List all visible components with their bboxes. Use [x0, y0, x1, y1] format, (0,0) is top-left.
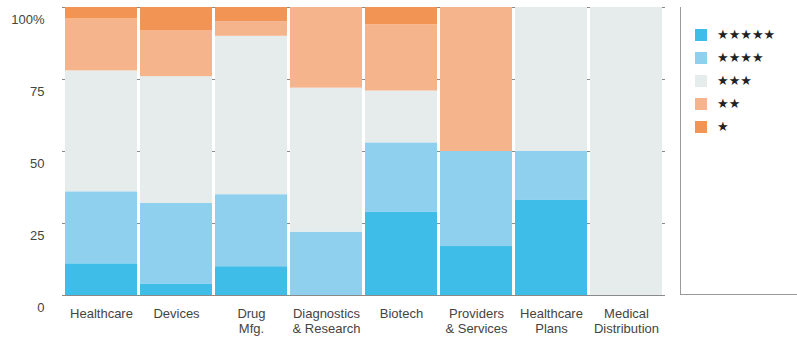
svg-text:25: 25 [30, 228, 44, 243]
svg-text:Providers& Services: Providers& Services [445, 306, 508, 336]
svg-text:100%: 100% [11, 12, 45, 27]
svg-text:Devices: Devices [153, 306, 200, 321]
svg-text:Healthcare: Healthcare [70, 306, 133, 321]
svg-text:DrugMfg.: DrugMfg. [237, 306, 265, 336]
svg-text:0: 0 [37, 300, 44, 315]
svg-text:75: 75 [30, 84, 44, 99]
svg-text:MedicalDistribution: MedicalDistribution [594, 306, 659, 336]
svg-text:HealthcarePlans: HealthcarePlans [520, 306, 583, 336]
svg-text:Biotech: Biotech [380, 306, 423, 321]
svg-text:Diagnostics& Research: Diagnostics& Research [293, 306, 361, 336]
svg-text:50: 50 [30, 156, 44, 171]
